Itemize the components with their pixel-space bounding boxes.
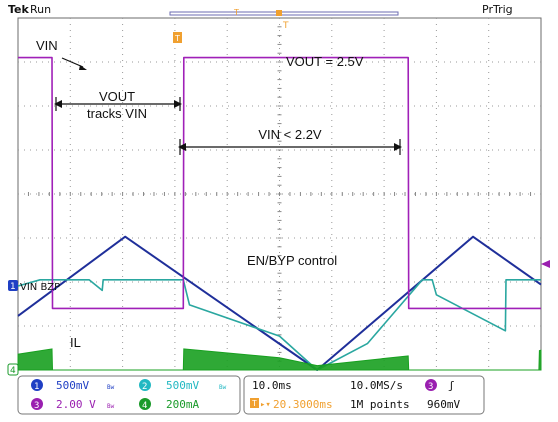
vin-threshold-label: VIN < 2.2V — [258, 127, 322, 142]
trigger-level-arrow — [541, 260, 550, 268]
sample-rate: 10.0MS/s — [350, 379, 403, 392]
ch4-badge — [139, 398, 151, 410]
vout-trace — [17, 278, 541, 371]
trigger-t-marker-label: T — [174, 34, 180, 43]
trigger-position-arrow: ▸▾ — [260, 400, 271, 410]
ch1-badge-label: 1 — [34, 382, 39, 392]
il-trace — [17, 348, 542, 371]
timebase-readout-box — [243, 375, 485, 415]
en-byp-label: EN/BYP control — [247, 253, 337, 268]
ch1-bw-mark: Bw — [107, 384, 115, 391]
ch2-badge — [139, 379, 151, 391]
ch4-ground-marker — [7, 363, 19, 376]
vin-range-arrow-right-head — [394, 143, 402, 151]
vin-range-arrow-left-head — [178, 143, 186, 151]
ch2-bw-mark: Bw — [219, 384, 227, 391]
vout-tracks-label-line1: VOUT — [99, 89, 135, 104]
vout-tracks-arrow-left-head — [54, 100, 62, 108]
vin-label: VIN — [36, 38, 58, 53]
trigger-slope-icon: ʃ — [448, 379, 455, 392]
trigger-mode: PrTrig — [482, 3, 513, 16]
ch3-badge-label: 3 — [34, 401, 39, 411]
vout-setpoint-label: VOUT = 2.5V — [286, 54, 364, 69]
vin-pointer-line — [61, 57, 84, 68]
trigger-level-value: 960mV — [427, 398, 460, 411]
acquisition-status: Run — [30, 3, 51, 16]
il-label: IL — [70, 335, 81, 350]
graticule-grid — [18, 18, 541, 370]
record-position-bar — [169, 11, 399, 16]
ch3-bw-mark: Bw — [107, 403, 115, 410]
brand-label: Tek — [8, 3, 30, 16]
record-view-window — [276, 10, 282, 16]
trigger-position-marker: T — [282, 21, 289, 31]
vout-tracks-label-line2: tracks VIN — [87, 106, 147, 121]
waveform-traces — [17, 56, 542, 371]
vin-pointer-head — [79, 65, 87, 70]
record-trigger-marker: T — [233, 8, 239, 17]
channel-markers: 1 VIN BZP 4 T T — [7, 21, 550, 376]
trigger-t-marker-box — [173, 32, 182, 43]
trigger-position-icon — [250, 398, 259, 408]
ch1-ground-marker — [8, 280, 18, 291]
ch1-ground-marker-label: 1 — [10, 282, 16, 292]
annotation-labels: VIN VOUT = 2.5V VOUT tracks VIN VIN < 2.… — [36, 38, 364, 350]
trigger-source-label: 3 — [428, 382, 433, 392]
ch2-scale: 500mV — [166, 379, 199, 392]
record-length: 1M points — [350, 398, 410, 411]
channel-readout-box — [17, 375, 241, 415]
ch4-badge-label: 4 — [142, 401, 147, 411]
en-byp-trace — [18, 56, 541, 310]
ch4-ground-marker-label: 4 — [10, 366, 16, 376]
time-per-div: 10.0ms — [252, 379, 292, 392]
vin-bzp-label: VIN BZP — [20, 282, 60, 293]
ch3-scale: 2.00 V — [56, 398, 96, 411]
ch1-badge — [31, 379, 43, 391]
ch1-scale: 500mV — [56, 379, 89, 392]
trigger-position-value: 20.3000ms — [273, 398, 333, 411]
readout-panel: 1 500mV Bw 2 500mV Bw 3 2.00 V Bw 4 200m… — [17, 375, 485, 415]
ch4-scale: 200mA — [166, 398, 199, 411]
vout-tracks-arrow-right-head — [174, 100, 182, 108]
ch3-badge — [31, 398, 43, 410]
trigger-position-icon-label: T — [252, 399, 257, 408]
ch2-badge-label: 2 — [142, 382, 147, 392]
annotation-arrows — [54, 57, 402, 155]
top-status-bar: Tek Run T PrTrig — [8, 3, 513, 17]
trigger-source-badge — [425, 379, 437, 391]
